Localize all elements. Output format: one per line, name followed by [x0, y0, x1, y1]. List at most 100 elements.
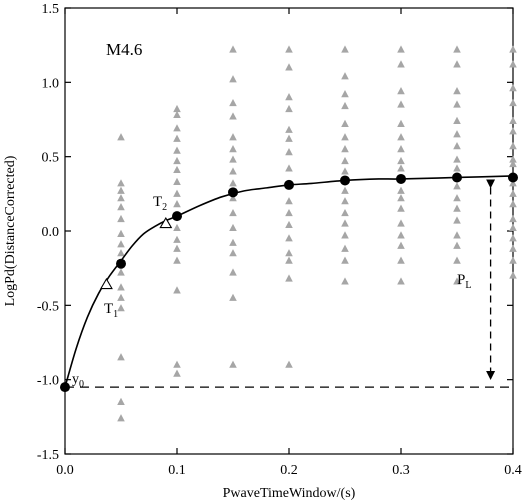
data-point	[453, 204, 461, 212]
data-point	[453, 100, 461, 108]
mean-point	[452, 172, 462, 183]
data-point	[117, 229, 125, 237]
data-point	[341, 167, 349, 175]
data-point	[117, 214, 125, 223]
y-tick-label: 0.5	[42, 151, 60, 166]
data-point	[341, 197, 349, 205]
data-point	[285, 234, 293, 242]
data-point	[117, 194, 125, 202]
data-point	[509, 127, 517, 135]
y-tick-label: 1.0	[42, 76, 60, 91]
data-point	[285, 164, 293, 172]
data-point	[341, 145, 349, 153]
y-tick-label: 0.0	[42, 225, 60, 240]
open-triangle-markers	[99, 216, 173, 290]
threshold-marker	[159, 216, 173, 229]
data-point	[509, 214, 517, 223]
data-point	[397, 204, 405, 212]
data-point	[285, 220, 293, 229]
data-point	[509, 271, 517, 279]
data-point	[453, 116, 461, 124]
data-point	[229, 223, 237, 232]
data-point	[229, 112, 237, 120]
data-point	[397, 277, 405, 285]
data-point	[229, 249, 237, 257]
data-point	[117, 249, 125, 257]
y-axis-ticks: -1.5 -1.0 -0.5 0.0 0.5 1.0 1.5	[37, 2, 513, 463]
data-point	[341, 256, 349, 264]
data-point	[509, 159, 517, 168]
x-axis-title: PwaveTimeWindow/(s)	[223, 486, 356, 501]
data-point	[453, 60, 461, 68]
data-point	[229, 98, 237, 107]
y-tick-label: 1.5	[42, 2, 60, 17]
y-tick-label: -1.0	[37, 374, 59, 389]
data-point	[341, 156, 349, 165]
data-point	[509, 84, 517, 92]
data-point	[453, 155, 461, 163]
pl-label: PL	[457, 272, 471, 291]
x-tick-label: 0.4	[504, 463, 522, 478]
data-point	[285, 63, 293, 71]
mean-point	[116, 258, 126, 269]
pl-main: P	[457, 272, 465, 288]
data-point	[173, 235, 181, 243]
data-point	[285, 197, 293, 205]
data-point	[229, 208, 237, 217]
data-point	[173, 369, 181, 377]
data-point	[453, 87, 461, 95]
t1-sub: 1	[113, 309, 118, 320]
data-point	[453, 45, 461, 53]
data-point	[117, 397, 125, 405]
data-point	[397, 256, 405, 264]
data-point	[173, 286, 181, 294]
y-tick-label: -1.5	[37, 448, 59, 463]
data-point	[453, 256, 461, 264]
data-point	[229, 360, 237, 368]
data-point	[229, 167, 237, 175]
data-point	[397, 241, 405, 249]
data-point	[453, 182, 461, 190]
data-point	[397, 100, 405, 108]
data-point	[509, 200, 517, 208]
data-point	[117, 283, 125, 291]
data-point	[341, 231, 349, 239]
data-point	[229, 155, 237, 163]
data-point	[397, 119, 405, 127]
data-point	[173, 124, 181, 132]
threshold-marker	[99, 277, 113, 290]
x-tick-label: 0.2	[280, 463, 298, 478]
data-point	[341, 45, 349, 53]
data-point	[285, 360, 293, 368]
mean-point	[284, 179, 294, 190]
data-point	[397, 145, 405, 153]
data-point	[173, 110, 181, 119]
data-point	[117, 293, 125, 301]
data-point	[397, 219, 405, 227]
t2-label: T2	[153, 194, 167, 213]
data-point	[285, 125, 293, 133]
y0-sub: 0	[79, 379, 84, 390]
data-point	[229, 268, 237, 276]
data-point	[397, 194, 405, 202]
mean-point	[60, 382, 70, 393]
data-point	[453, 194, 461, 202]
data-point	[509, 234, 517, 242]
data-point	[173, 177, 181, 185]
y0-label: y0	[72, 372, 84, 390]
data-point	[453, 164, 461, 172]
data-point	[341, 90, 349, 98]
t1-main: T	[104, 301, 113, 317]
t2-sub: 2	[162, 202, 167, 213]
data-point	[117, 186, 125, 194]
data-point	[285, 93, 293, 101]
data-point	[229, 293, 237, 301]
data-point	[341, 101, 349, 110]
data-point	[341, 244, 349, 252]
magnitude-label: M4.6	[106, 40, 142, 59]
data-point	[341, 277, 349, 285]
data-point	[453, 130, 461, 138]
mean-point	[508, 172, 518, 183]
data-point	[117, 133, 125, 141]
scatter-series	[117, 45, 517, 422]
